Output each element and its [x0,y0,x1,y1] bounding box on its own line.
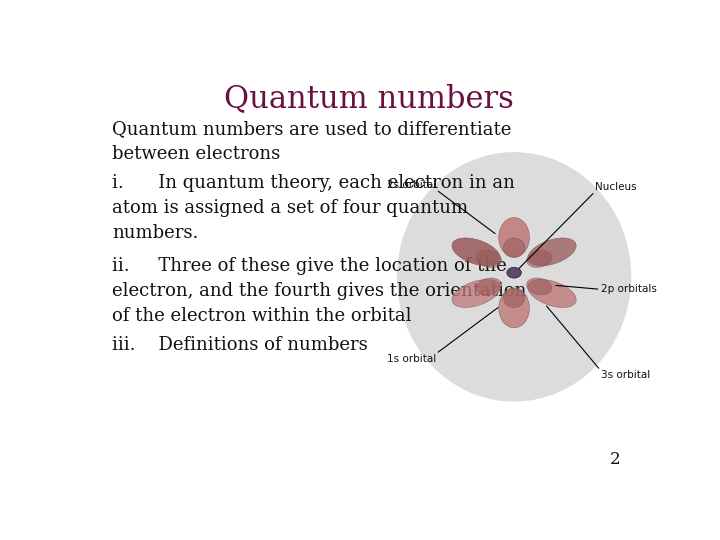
Ellipse shape [452,238,500,266]
Text: electron, and the fourth gives the orientation: electron, and the fourth gives the orien… [112,282,527,300]
Text: 1s orbital: 1s orbital [387,354,436,364]
Text: of the electron within the orbital: of the electron within the orbital [112,307,412,326]
Text: Nucleus: Nucleus [595,181,636,192]
Text: Quantum numbers: Quantum numbers [224,84,514,114]
Text: between electrons: between electrons [112,145,281,163]
Ellipse shape [528,280,576,307]
Ellipse shape [499,218,529,257]
Ellipse shape [528,238,576,266]
Text: i.      In quantum theory, each electron in an: i. In quantum theory, each electron in a… [112,174,516,192]
Ellipse shape [526,251,552,267]
Ellipse shape [503,238,525,258]
Text: 2: 2 [609,451,620,468]
Ellipse shape [397,152,631,402]
Circle shape [507,267,521,278]
Ellipse shape [526,278,552,295]
Ellipse shape [477,278,502,295]
Text: 3s orbital: 3s orbital [600,370,650,380]
Text: 2s orbital: 2s orbital [387,179,436,190]
Text: iii.    Definitions of numbers: iii. Definitions of numbers [112,336,368,354]
Ellipse shape [477,251,502,267]
Text: 2p orbitals: 2p orbitals [600,285,657,294]
Ellipse shape [499,288,529,328]
Text: ii.     Three of these give the location of the: ii. Three of these give the location of … [112,258,507,275]
Ellipse shape [503,288,525,307]
Ellipse shape [452,280,500,307]
Text: Quantum numbers are used to differentiate: Quantum numbers are used to differentiat… [112,120,512,138]
Text: numbers.: numbers. [112,224,199,242]
Text: atom is assigned a set of four quantum: atom is assigned a set of four quantum [112,199,469,217]
